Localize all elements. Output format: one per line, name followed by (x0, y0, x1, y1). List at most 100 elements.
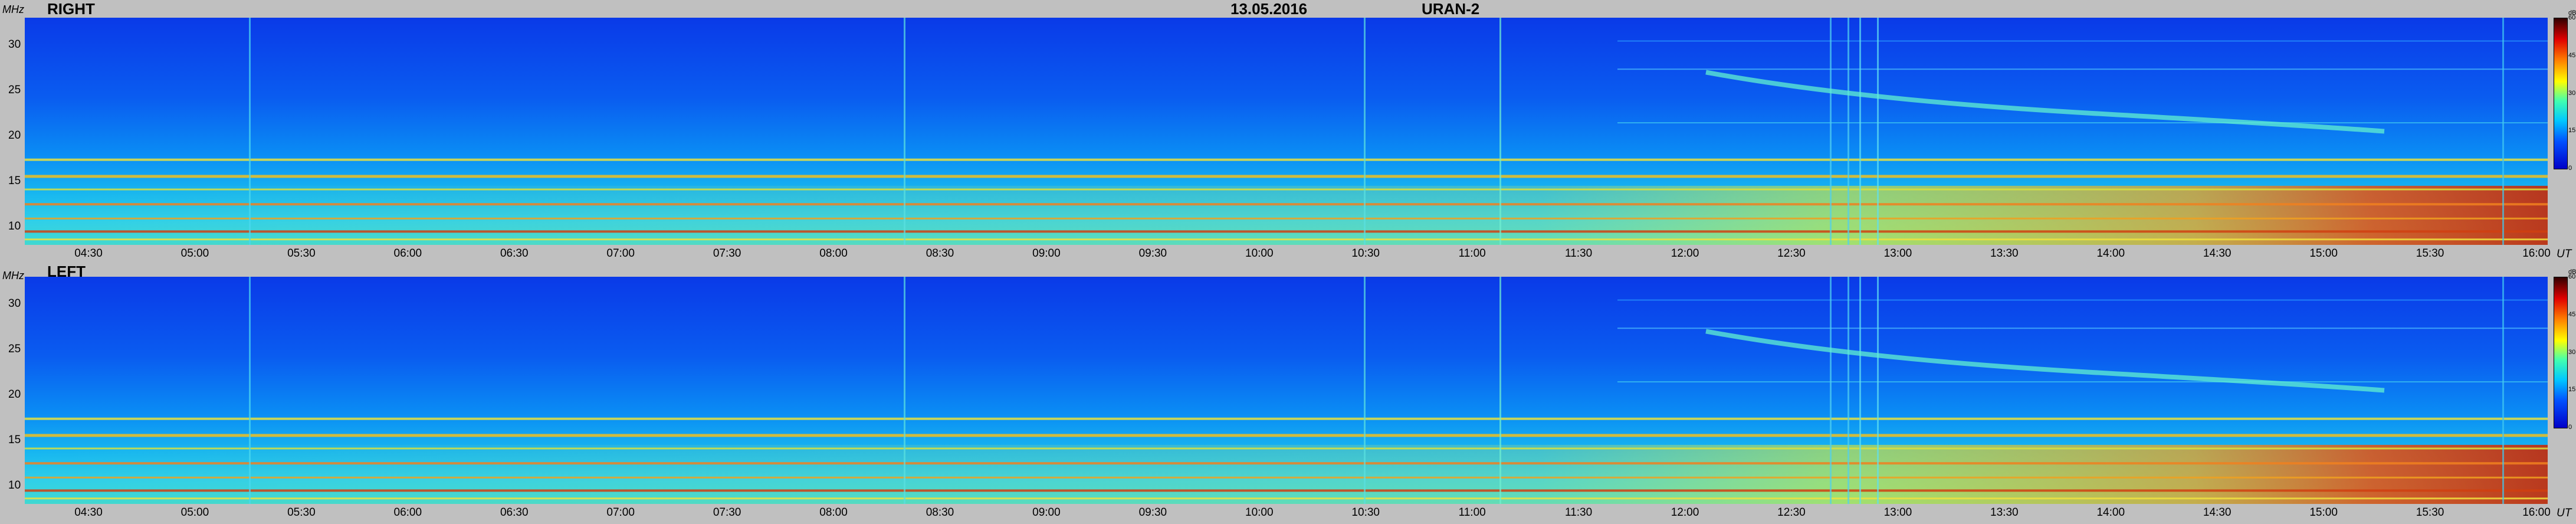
drifting-burst (1705, 329, 2385, 393)
x-tick-label: 04:30 (74, 247, 103, 260)
x-tick-label: 10:00 (1245, 506, 1274, 519)
x-tick-label: 10:30 (1351, 247, 1380, 260)
interference-spike (249, 18, 251, 245)
y-tick-label: 20 (8, 129, 21, 142)
x-tick-label: 10:00 (1245, 247, 1274, 260)
x-tick-label: 13:00 (1883, 506, 1912, 519)
colorbar-tick-label: 60 (2568, 273, 2576, 280)
interference-spike (1830, 18, 1832, 245)
date-label: 13.05.2016 (1230, 0, 1308, 18)
interference-band (25, 238, 2548, 241)
x-tick-label: 11:00 (1458, 247, 1486, 260)
x-axis-unit: UT (2557, 248, 2572, 260)
interference-band (25, 476, 2548, 479)
interference-spike (1859, 277, 1861, 504)
colorbar-tick-label: 15 (2568, 127, 2576, 135)
interference-spike (1847, 277, 1849, 504)
x-tick-label: 12:30 (1777, 506, 1806, 519)
drifting-burst (1705, 70, 2385, 134)
x-tick-label: 13:30 (1990, 247, 2019, 260)
interference-band (25, 175, 2548, 178)
x-tick-label: 04:30 (74, 506, 103, 519)
y-tick-label: 25 (8, 84, 21, 97)
y-tick-label: 15 (8, 175, 21, 188)
x-tick-label: 09:00 (1032, 506, 1061, 519)
y-tick-label: 25 (8, 343, 21, 356)
x-axis-unit: UT (2557, 507, 2572, 519)
x-tick-label: 09:30 (1138, 506, 1167, 519)
x-tick-label: 12:30 (1777, 247, 1806, 260)
colorbar-tick-label: 0 (2568, 424, 2572, 431)
x-tick-label: 14:30 (2203, 247, 2232, 260)
interference-band (25, 230, 2548, 233)
interference-spike (1830, 277, 1832, 504)
x-tick-label: 13:30 (1990, 506, 2019, 519)
interference-line (1617, 122, 2548, 124)
colorbar-tick-label: 60 (2568, 14, 2576, 21)
x-tick-label: 10:30 (1351, 506, 1380, 519)
panel-title: RIGHT (47, 0, 95, 18)
x-tick-label: 15:30 (2416, 247, 2444, 260)
x-tick-label: 12:00 (1671, 506, 1699, 519)
interference-line (1617, 328, 2548, 329)
interference-band (25, 203, 2548, 206)
interference-band (25, 158, 2548, 161)
interference-spike (2502, 277, 2504, 504)
colorbar-tick-label: 30 (2568, 348, 2576, 356)
x-tick-label: 05:00 (181, 506, 209, 519)
x-tick-label: 15:00 (2309, 506, 2338, 519)
x-tick-label: 13:00 (1883, 247, 1912, 260)
x-tick-label: 14:00 (2096, 247, 2125, 260)
interference-band (25, 497, 2548, 500)
instrument-label: URAN-2 (1422, 0, 1480, 18)
x-tick-label: 11:30 (1565, 247, 1593, 260)
y-tick-label: 30 (8, 297, 21, 310)
x-tick-label: 08:00 (819, 506, 848, 519)
colorbar-unit: dB (2568, 9, 2576, 17)
y-tick-label: 10 (8, 479, 21, 492)
low-frequency-emission (25, 185, 2548, 245)
colorbar (2554, 18, 2568, 169)
interference-band (25, 417, 2548, 420)
interference-spike (904, 277, 905, 504)
interference-spike (1364, 277, 1366, 504)
interference-line (1617, 68, 2548, 70)
interference-spike (1877, 18, 1879, 245)
interference-spike (1499, 277, 1501, 504)
x-tick-label: 05:00 (181, 247, 209, 260)
interference-band (25, 188, 2548, 191)
x-tick-label: 06:00 (393, 506, 422, 519)
panel-right: RIGHT MHz 30 25 20 15 10 04:30 05:00 05:30 06:0… (0, 0, 2576, 261)
interference-band (25, 447, 2548, 450)
interference-spike (1847, 18, 1849, 245)
x-tick-label: 16:00 (2522, 247, 2551, 260)
colorbar-tick-label: 15 (2568, 386, 2576, 394)
x-tick-label: 14:00 (2096, 506, 2125, 519)
x-tick-label: 14:30 (2203, 506, 2232, 519)
x-tick-label: 11:00 (1458, 506, 1486, 519)
interference-line (1617, 299, 2548, 301)
x-tick-label: 15:00 (2309, 247, 2338, 260)
interference-spike (1364, 18, 1366, 245)
colorbar-tick-label: 0 (2568, 165, 2572, 172)
x-tick-label: 08:30 (926, 506, 954, 519)
y-tick-label: 10 (8, 220, 21, 233)
low-frequency-emission (25, 444, 2548, 504)
interference-spike (1859, 18, 1861, 245)
colorbar-tick-label: 45 (2568, 310, 2576, 318)
interference-band (25, 462, 2548, 465)
y-axis-unit: MHz (2, 4, 24, 15)
interference-spike (2502, 18, 2504, 245)
spectrogram-plot (25, 277, 2548, 504)
colorbar-tick-label: 30 (2568, 89, 2576, 97)
x-tick-label: 15:30 (2416, 506, 2444, 519)
x-tick-label: 07:30 (713, 247, 741, 260)
x-tick-label: 09:00 (1032, 247, 1061, 260)
x-tick-label: 08:00 (819, 247, 848, 260)
x-tick-label: 07:00 (606, 506, 635, 519)
interference-band (25, 434, 2548, 437)
interference-spike (904, 18, 905, 245)
x-tick-label: 16:00 (2522, 506, 2551, 519)
x-tick-label: 07:30 (713, 506, 741, 519)
interference-spike (249, 277, 251, 504)
